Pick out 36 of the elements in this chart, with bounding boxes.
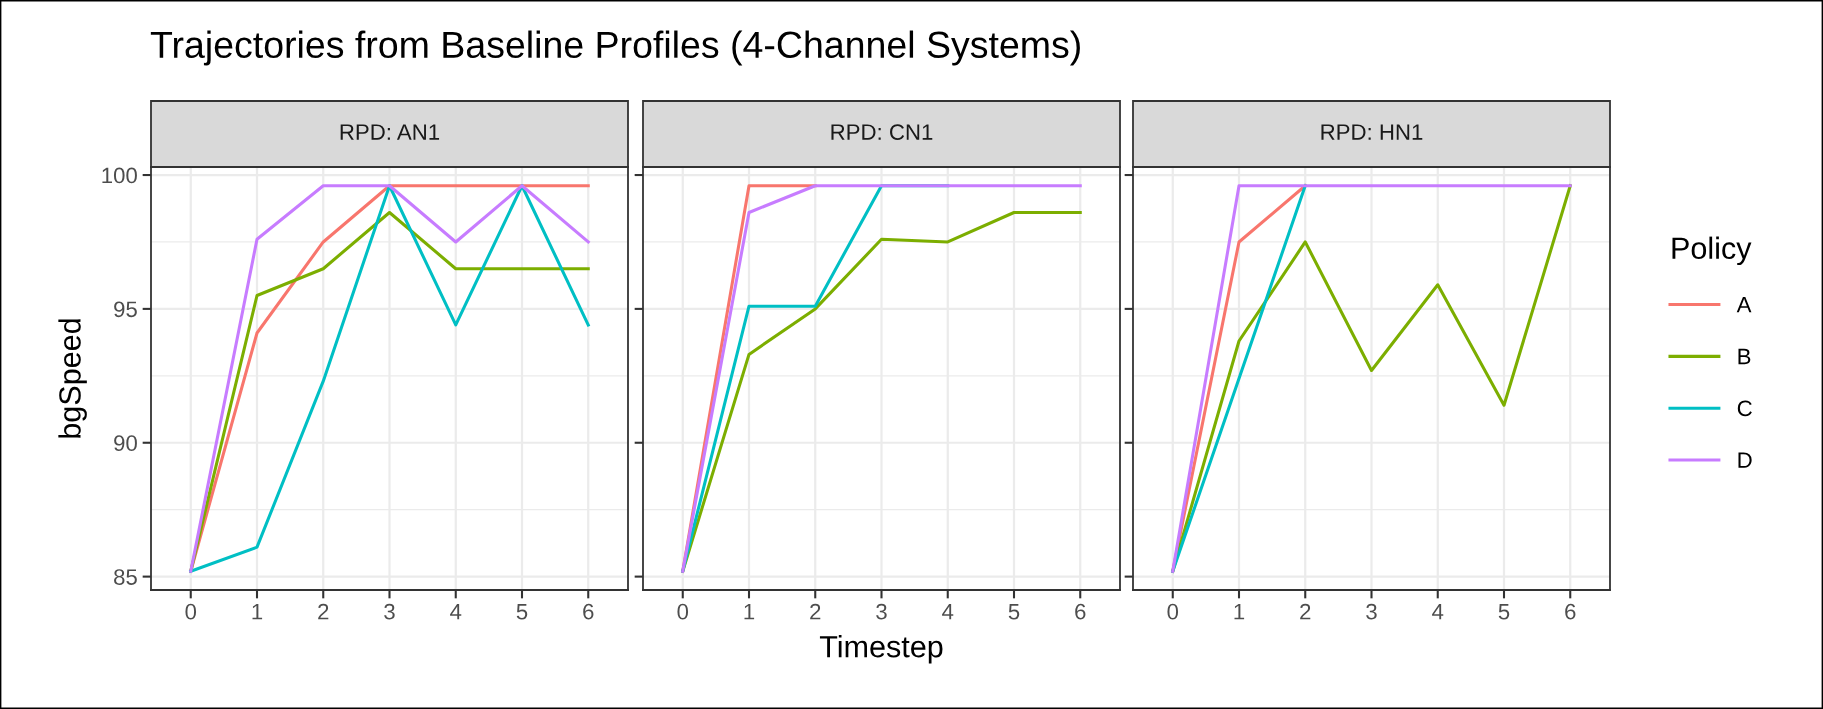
legend-label: C	[1737, 400, 1752, 417]
x-tick-label: 1	[744, 604, 755, 620]
x-tick-label: 4	[942, 604, 954, 620]
x-tick-label: 3	[876, 603, 887, 620]
text: Trajectories from Baseline Profiles (4-Channel Systems)	[150, 30, 1080, 66]
y-tick-label: 95	[114, 301, 137, 318]
legend-title: Policy	[1672, 236, 1752, 266]
x-tick-label: 0	[1167, 603, 1179, 620]
x-tick-label: 6	[1075, 603, 1086, 620]
legend-label: B	[1738, 348, 1751, 365]
x-tick-label: 2	[318, 603, 329, 620]
x-tick-label: 1	[1234, 604, 1245, 620]
x-tick-label: 3	[1366, 603, 1377, 620]
chart-title: RPD: CN1	[831, 124, 933, 140]
x-tick-label: 2	[1300, 603, 1311, 620]
x-tick-label: 1	[252, 604, 263, 620]
x-tick-label: 5	[1498, 604, 1510, 620]
x-tick-label: 5	[516, 604, 528, 620]
y-tick-label: 85	[114, 569, 137, 585]
x-tick-label: 0	[677, 603, 689, 620]
y-tick-label: 90	[114, 435, 137, 452]
x-tick-label: 6	[583, 603, 594, 620]
legend-label: A	[1736, 297, 1752, 313]
y-axis-title: bgSpeed	[58, 319, 87, 438]
y-tick-label: 100	[102, 167, 137, 184]
x-axis-title: Timestep	[819, 635, 943, 664]
x-tick-label: 4	[450, 604, 462, 620]
x-tick-label: 3	[384, 603, 395, 620]
chart-title: RPD: AN1	[340, 124, 440, 140]
chart-title: RPD: HN1	[1321, 124, 1423, 140]
x-tick-label: 5	[1008, 604, 1020, 620]
x-tick-label: 0	[185, 603, 197, 620]
x-tick-label: 2	[810, 603, 821, 620]
legend-label: D	[1738, 452, 1752, 468]
x-tick-label: 6	[1565, 603, 1576, 620]
x-tick-label: 4	[1432, 604, 1444, 620]
